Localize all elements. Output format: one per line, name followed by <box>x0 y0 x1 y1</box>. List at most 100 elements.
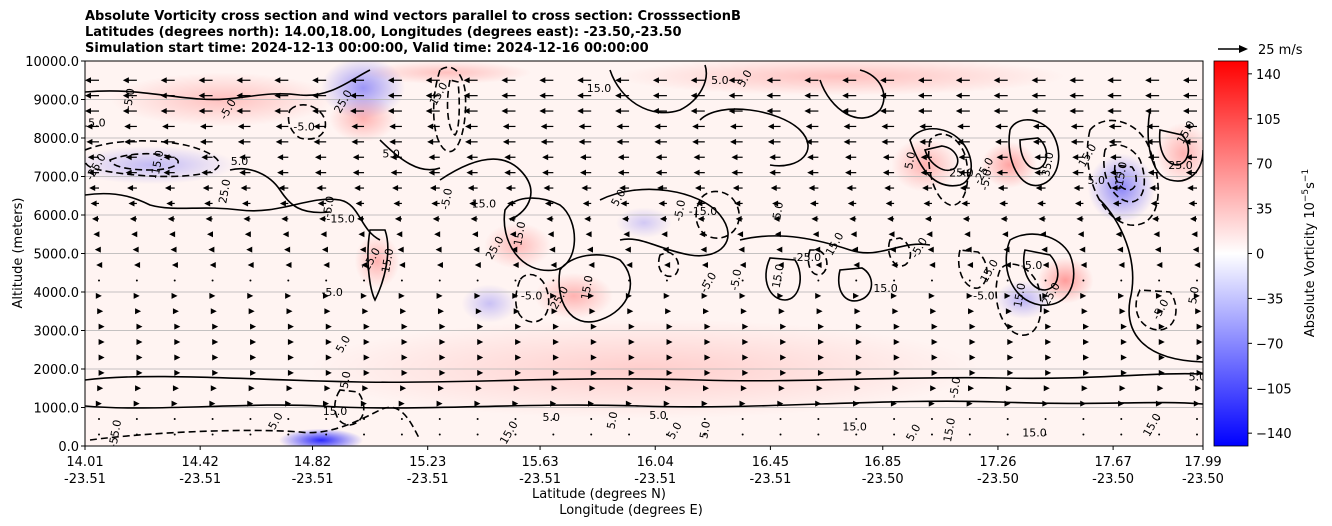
wind-vector <box>881 138 895 145</box>
wind-vector <box>665 279 668 282</box>
wind-vector <box>401 339 408 346</box>
wind-vector <box>1075 200 1084 207</box>
wind-vector <box>666 354 673 361</box>
wind-vector <box>401 354 408 361</box>
wind-vector <box>855 339 862 346</box>
wind-vector <box>1146 123 1160 130</box>
contour-solid <box>1099 199 1203 363</box>
wind-vector <box>805 123 819 130</box>
wind-vector <box>122 92 137 99</box>
contour-label: 15.0 <box>323 405 348 418</box>
contour-label: 5.0 <box>770 201 786 220</box>
vorticity-blob <box>483 222 552 269</box>
contour-label: 5.0 <box>382 147 400 160</box>
wind-vector <box>204 200 213 207</box>
wind-vector <box>699 231 706 238</box>
vorticity-blob <box>891 138 959 192</box>
wind-vector <box>1196 369 1203 376</box>
horizontal-gridlines <box>85 61 1203 446</box>
wind-vector <box>240 185 251 192</box>
wind-vector <box>1007 323 1014 330</box>
wind-vector <box>1082 279 1085 282</box>
wind-vector <box>1006 433 1009 436</box>
wind-vector <box>173 418 176 421</box>
wind-vector <box>767 123 781 130</box>
wind-vector <box>1194 262 1201 269</box>
wind-vector <box>477 323 484 330</box>
wind-vector <box>995 138 1008 145</box>
vorticity-blob <box>615 61 1066 96</box>
wind-vector <box>928 292 935 299</box>
wind-vector <box>741 433 744 436</box>
wind-vector <box>512 262 519 269</box>
wind-vector <box>237 138 251 145</box>
wind-vector <box>1007 339 1014 346</box>
wind-vector <box>236 77 251 84</box>
contour-dashed <box>958 249 988 289</box>
wind-vector <box>550 400 557 407</box>
wind-vector <box>628 418 631 421</box>
wind-vector <box>324 308 331 315</box>
x-tick-label-lat: 15.23 <box>409 455 446 470</box>
chart-title-line-2: Latitudes (degrees north): 14.00,18.00, … <box>85 25 682 40</box>
wind-vector <box>930 385 937 392</box>
wind-vector <box>208 246 215 253</box>
wind-vector <box>212 339 219 346</box>
contour-solid <box>819 69 885 119</box>
x-axis-ticks: 14.01 -23.51 14.42 -23.51 14.82 -23.51 15.23 -2… <box>64 446 1224 487</box>
wind-vector <box>702 308 709 315</box>
wind-vector <box>427 123 440 130</box>
wind-vector <box>325 369 332 376</box>
contour-solid <box>838 267 873 302</box>
wind-vector <box>1069 108 1084 115</box>
wind-vector <box>160 77 175 84</box>
wind-vector <box>98 433 100 436</box>
wind-vector <box>206 231 213 238</box>
y-tick-label: 0.0 <box>58 440 79 455</box>
wind-vector <box>1083 339 1090 346</box>
wind-vector <box>95 292 102 299</box>
wind-vector <box>542 154 554 161</box>
wind-vector <box>501 108 516 115</box>
wind-vector <box>931 339 938 346</box>
wind-vector <box>893 339 900 346</box>
wind-vector <box>136 323 143 330</box>
wind-vector <box>247 292 254 299</box>
wind-vector <box>90 200 99 207</box>
wind-vector <box>501 92 516 99</box>
wind-vector <box>663 400 670 407</box>
contour-dashed <box>657 251 680 277</box>
wind-vector <box>390 169 402 176</box>
contour-label: 25.0 <box>1168 159 1193 172</box>
colorbar-tick-label: 105 <box>1256 113 1281 128</box>
wind-vector <box>739 400 746 407</box>
wind-vector <box>628 323 635 330</box>
wind-vector <box>666 369 673 376</box>
contour-solid <box>1019 137 1048 170</box>
wind-vector <box>125 154 137 161</box>
contour-label: -15.0 <box>689 205 717 218</box>
wind-vector <box>628 339 635 346</box>
wind-vector <box>995 123 1008 130</box>
wind-vector <box>122 77 137 84</box>
wind-vector <box>1120 323 1127 330</box>
wind-vector <box>212 354 219 361</box>
wind-vector <box>589 385 596 392</box>
wind-vector <box>890 400 897 407</box>
wind-vector <box>1196 339 1203 346</box>
wind-vector <box>628 433 631 436</box>
wind-vector <box>173 433 176 436</box>
wind-vector <box>287 433 290 436</box>
wind-vector <box>920 154 932 161</box>
wind-vector <box>779 279 782 282</box>
wind-vector <box>515 369 522 376</box>
wind-vector <box>436 400 443 407</box>
wind-vector <box>173 279 176 282</box>
wind-vector <box>242 200 251 207</box>
contour-solid <box>739 235 931 254</box>
chart-title-line-1: Absolute Vorticity cross section and win… <box>85 9 741 24</box>
wind-vector <box>437 308 444 315</box>
wind-vector <box>1080 400 1087 407</box>
wind-vector <box>387 92 402 99</box>
wind-vector <box>474 400 481 407</box>
